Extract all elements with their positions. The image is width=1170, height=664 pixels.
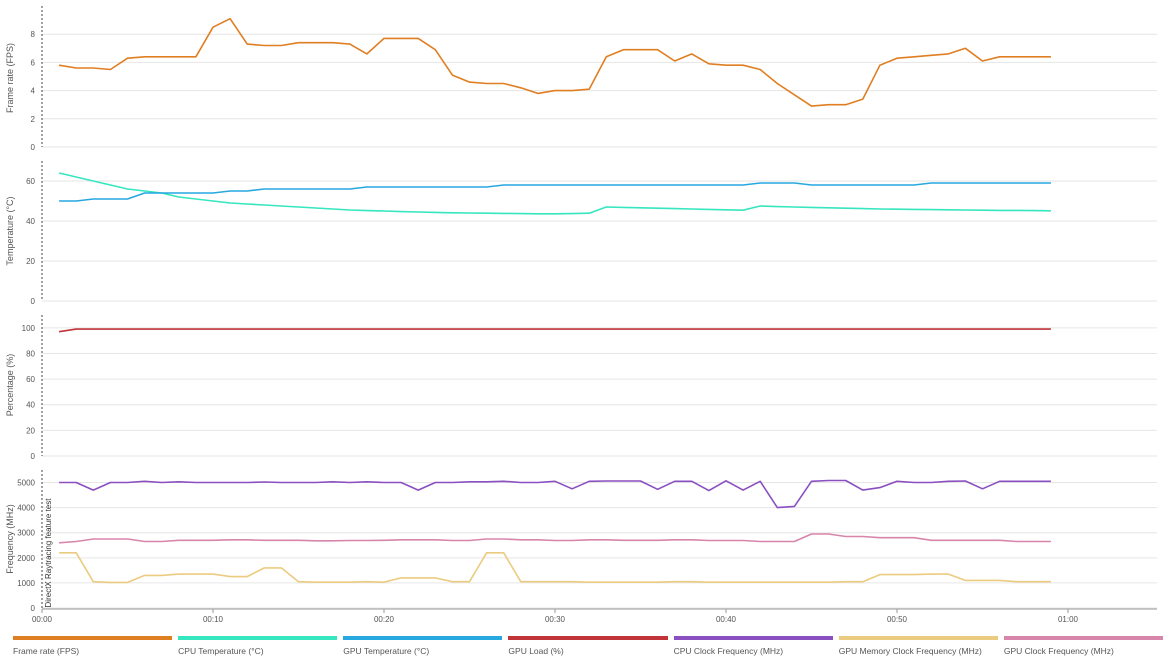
- y-tick-label: 1000: [17, 579, 35, 588]
- y-tick-label: 60: [26, 375, 35, 384]
- x-tick-label: 01:00: [1058, 615, 1079, 624]
- legend-swatch: [343, 636, 503, 640]
- legend-label: GPU Load (%): [508, 646, 564, 656]
- y-tick-label: 3000: [17, 529, 35, 538]
- legend-label: CPU Clock Frequency (MHz): [673, 646, 784, 656]
- series-line-fps: [58, 17, 1051, 107]
- series-line-cpu_clock: [59, 479, 1051, 509]
- legend-swatch: [13, 636, 173, 640]
- y-tick-label: 0: [31, 604, 36, 613]
- legend-label: GPU Temperature (°C): [343, 646, 430, 656]
- x-tick-label: 00:00: [32, 615, 53, 624]
- y-tick-label: 4: [31, 87, 36, 96]
- legend-item-gpu-clock[interactable]: GPU Clock Frequency (MHz): [1003, 636, 1163, 656]
- legend-item-cpu-temperature[interactable]: CPU Temperature (°C): [178, 636, 338, 656]
- y-tick-label: 20: [26, 426, 35, 435]
- x-tick-label: 00:20: [374, 615, 395, 624]
- x-tick-label: 00:50: [887, 615, 908, 624]
- legend-label: Frame rate (FPS): [13, 646, 80, 656]
- y-tick-label: 2000: [17, 554, 35, 563]
- y-tick-label: 8: [31, 30, 36, 39]
- y-axis-label: Frame rate (FPS): [5, 43, 15, 113]
- legend-item-fps[interactable]: Frame rate (FPS): [13, 636, 173, 656]
- legend-label: CPU Temperature (°C): [178, 646, 264, 656]
- legend-item-cpu-clock[interactable]: CPU Clock Frequency (MHz): [673, 636, 833, 656]
- y-tick-label: 2: [31, 115, 36, 124]
- y-tick-label: 5000: [17, 479, 35, 488]
- legend: Frame rate (FPS) CPU Temperature (°C) GP…: [13, 636, 1163, 656]
- y-tick-label: 0: [31, 297, 36, 306]
- series-line-gpu_mem_clock: [59, 551, 1051, 584]
- y-tick-label: 4000: [17, 504, 35, 513]
- y-axis-label: Percentage (%): [5, 354, 15, 417]
- y-tick-label: 100: [22, 324, 36, 333]
- test-annotation: DirectX Raytracing feature test: [44, 498, 53, 608]
- legend-item-gpu-load[interactable]: GPU Load (%): [508, 636, 668, 656]
- series-line-cpu_temp: [58, 172, 1051, 215]
- x-tick-label: 00:10: [203, 615, 224, 624]
- legend-label: GPU Clock Frequency (MHz): [1003, 646, 1114, 656]
- x-tick-label: 00:30: [545, 615, 566, 624]
- legend-item-gpu-temperature[interactable]: GPU Temperature (°C): [343, 636, 503, 656]
- legend-swatch: [1003, 636, 1163, 640]
- legend-swatch: [673, 636, 833, 640]
- legend-label: GPU Memory Clock Frequency (MHz): [838, 646, 982, 656]
- legend-swatch: [838, 636, 998, 640]
- y-tick-label: 40: [26, 217, 35, 226]
- y-axis-label: Frequency (MHz): [5, 504, 15, 574]
- y-tick-label: 0: [31, 452, 36, 461]
- legend-item-gpu-memory-clock[interactable]: GPU Memory Clock Frequency (MHz): [838, 636, 998, 656]
- y-tick-label: 0: [31, 143, 36, 152]
- y-tick-label: 60: [26, 177, 35, 186]
- legend-swatch: [508, 636, 668, 640]
- y-tick-label: 6: [31, 58, 36, 67]
- series-line-gpu_load: [58, 328, 1051, 333]
- series-line-gpu_clock: [59, 533, 1051, 544]
- series-line-gpu_temp: [59, 182, 1051, 202]
- y-axis-label: Temperature (°C): [5, 196, 15, 265]
- legend-swatch: [178, 636, 338, 640]
- y-tick-label: 80: [26, 349, 35, 358]
- x-tick-label: 00:40: [716, 615, 737, 624]
- y-tick-label: 40: [26, 401, 35, 410]
- y-tick-label: 20: [26, 257, 35, 266]
